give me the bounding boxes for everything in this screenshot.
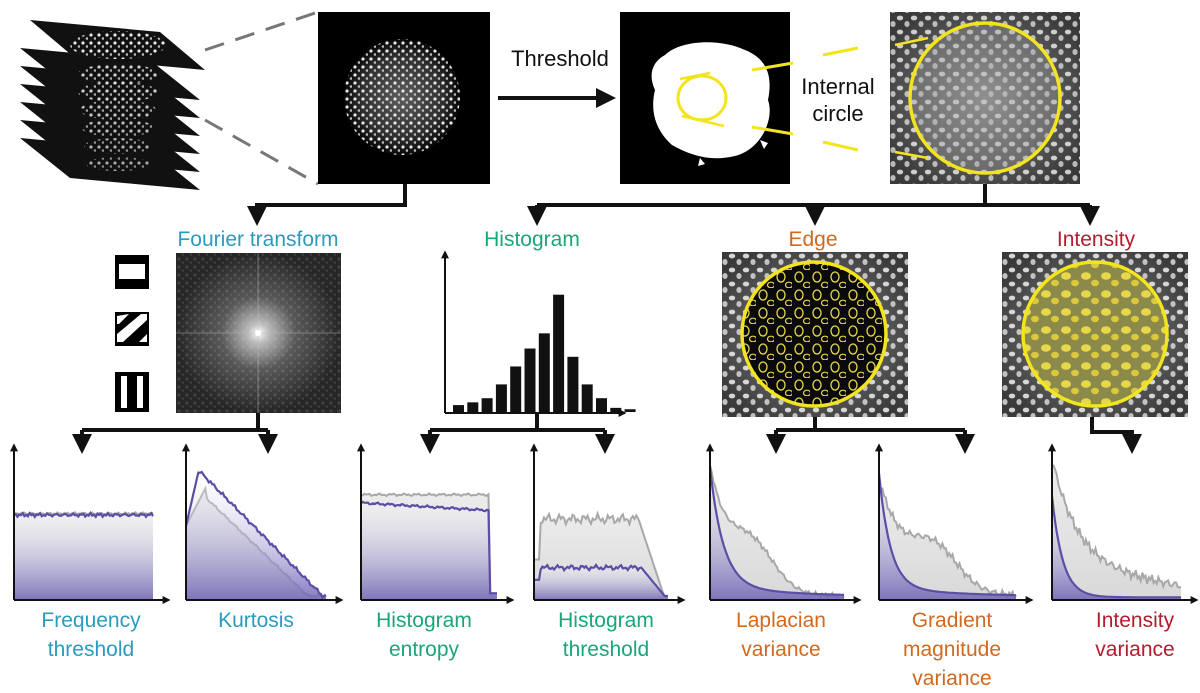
- metric-label-line: variance: [912, 667, 991, 690]
- focused-area: [879, 473, 1016, 600]
- metric-label-histogram-entropy: Histogram entropy: [376, 609, 472, 661]
- image-stack: [20, 20, 205, 190]
- metric-plot-laplacian-variance: [706, 443, 862, 604]
- unfocused-curve: [1051, 464, 1182, 590]
- histogram-bar: [467, 402, 479, 412]
- category-histogram-label: Histogram: [484, 228, 580, 251]
- metric-plot-gradient-magnitude-variance: [875, 443, 1034, 604]
- metric-label-line: Histogram: [558, 609, 654, 632]
- metric-label-line: Frequency: [41, 609, 141, 632]
- focused-area: [361, 501, 497, 600]
- unfocused-area: [879, 477, 1016, 600]
- callout-line-3: [822, 46, 859, 57]
- raw-image: [318, 12, 490, 184]
- metric-label-intensity-variance: Intensity variance: [1095, 609, 1174, 661]
- metric-label-line: Kurtosis: [218, 609, 294, 632]
- histogram-bar: [624, 409, 636, 412]
- histogram-bar: [453, 405, 464, 412]
- internal-circle-label: Internal circle: [801, 74, 874, 126]
- histogram-bar: [524, 348, 536, 412]
- histogram-bar: [495, 384, 507, 412]
- metric-label-histogram-threshold: Histogram threshold: [558, 609, 654, 661]
- histogram-bar: [610, 407, 622, 412]
- category-intensity-label: Intensity: [1057, 228, 1136, 251]
- metric-label-frequency-threshold: Frequency threshold: [41, 609, 141, 661]
- histogram-bar: [553, 294, 565, 412]
- unfocused-area: [710, 465, 844, 600]
- focused-area: [14, 512, 153, 600]
- unfocused-curve: [360, 492, 497, 595]
- category-fourier-label: Fourier transform: [177, 228, 338, 251]
- focused-curve: [360, 500, 497, 595]
- intensity-image: [1002, 252, 1188, 417]
- fourier-basis-icons: [115, 255, 149, 412]
- metric-plot-kurtosis: [182, 443, 344, 604]
- unfocused-area: [1052, 465, 1181, 600]
- focused-area: [710, 467, 844, 600]
- callout-line-4: [822, 140, 859, 152]
- connectors-bottom: [72, 413, 1142, 454]
- fourier-spectrum-image: [176, 253, 341, 413]
- histogram-bar: [581, 384, 593, 412]
- metric-label-line: variance: [1095, 638, 1174, 661]
- focused-area: [1052, 496, 1181, 600]
- metric-label-line: Histogram: [376, 609, 472, 632]
- callout-line-2: [751, 125, 794, 136]
- focused-curve: [877, 472, 1016, 597]
- binary-mask-image: [620, 12, 790, 184]
- metric-plot-intensity-variance: [1048, 443, 1199, 604]
- zoom-line-top: [204, 10, 319, 52]
- focused-curve: [13, 510, 154, 519]
- category-edge-label: Edge: [788, 228, 837, 251]
- callout-line-1: [751, 61, 794, 72]
- metric-label-line: Laplacian: [736, 609, 826, 632]
- metric-label-kurtosis: Kurtosis: [218, 609, 294, 632]
- metric-plot-histogram-entropy: [357, 443, 515, 604]
- connectors-top: [247, 184, 1100, 226]
- zoomed-cells-image: [890, 12, 1080, 184]
- metric-label-line: magnitude: [903, 638, 1001, 661]
- histogram-bar: [510, 366, 522, 412]
- metric-plot-frequency-threshold: [10, 443, 171, 604]
- focused-curve: [534, 563, 668, 598]
- metric-label-line: Gradient: [912, 609, 993, 632]
- histogram-bar: [596, 398, 607, 412]
- focused-curve: [1050, 495, 1181, 599]
- focused-curve: [708, 467, 845, 596]
- svg-text:Internal: Internal: [801, 74, 874, 99]
- unfocused-curve: [878, 477, 1017, 602]
- metric-label-line: entropy: [389, 638, 460, 661]
- metric-plot-histogram-threshold: [530, 443, 686, 604]
- histogram-bar: [481, 398, 493, 412]
- histogram-chart: [441, 250, 636, 417]
- edge-detection-image: [722, 252, 908, 417]
- histogram-bar: [538, 333, 550, 412]
- metric-label-line: Intensity: [1096, 609, 1175, 632]
- metric-label-line: variance: [741, 638, 820, 661]
- metric-label-laplacian-variance: Laplacian variance: [736, 609, 826, 661]
- svg-text:circle: circle: [812, 101, 863, 126]
- focused-curve: [184, 470, 327, 600]
- focused-area: [534, 565, 668, 600]
- zoom-line-bottom: [204, 118, 319, 186]
- focused-area: [186, 472, 326, 600]
- metric-label-line: threshold: [48, 638, 134, 661]
- histogram-bar: [567, 356, 579, 412]
- metric-label-line: threshold: [563, 638, 649, 661]
- threshold-label: Threshold: [511, 46, 609, 71]
- unfocused-curve: [534, 510, 668, 597]
- metric-label-gradient-magnitude-variance: Gradient magnitude variance: [903, 609, 1001, 690]
